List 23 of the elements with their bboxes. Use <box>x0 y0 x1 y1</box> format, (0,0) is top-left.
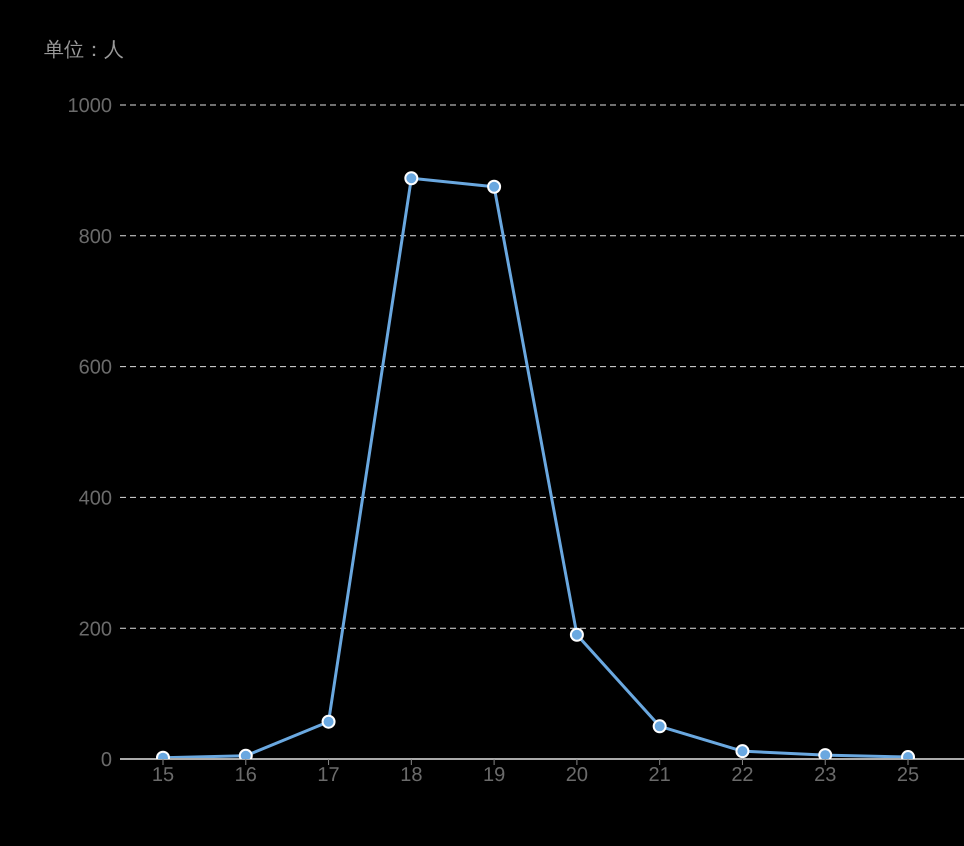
x-tick-label: 25 <box>896 764 920 786</box>
x-tick-label: 18 <box>400 764 422 786</box>
x-tick-label: 17 <box>317 764 340 786</box>
point <box>404 171 418 186</box>
x-tick-label: 19 <box>482 764 506 786</box>
x-tick-label: 16 <box>234 764 257 786</box>
x-tick-label: 22 <box>731 764 754 786</box>
x-tick-label: 21 <box>648 764 671 786</box>
x-tick-label: 23 <box>814 764 836 786</box>
y-tick-label: 600 <box>78 356 112 379</box>
x-tick-label: 15 <box>152 764 174 786</box>
y-tick-label: 1000 <box>68 95 112 118</box>
y-tick-label: 200 <box>78 618 112 640</box>
point <box>322 714 336 729</box>
y-tick-label: 0 <box>100 749 112 772</box>
x-tick-label: 20 <box>566 764 588 786</box>
y-tick-label: 400 <box>78 488 112 510</box>
y-tick-label: 800 <box>78 226 112 248</box>
point <box>652 719 667 734</box>
point <box>570 628 584 642</box>
y-axis-title: 单位：人 <box>44 38 124 63</box>
point <box>487 180 502 194</box>
point <box>735 744 750 758</box>
